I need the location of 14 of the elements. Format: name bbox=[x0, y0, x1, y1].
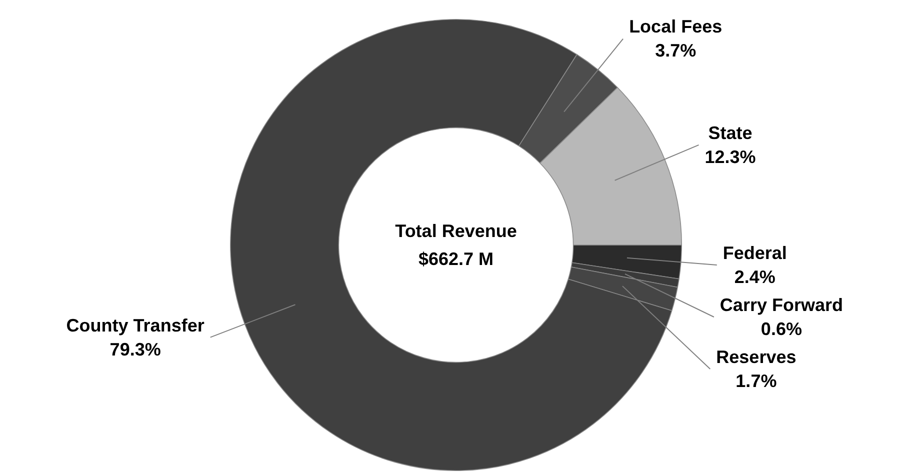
slice-label: Reserves bbox=[716, 346, 796, 367]
data-label: 2.4% bbox=[734, 266, 776, 287]
slice-label: County Transfer bbox=[66, 315, 204, 336]
data-label: 3.7% bbox=[655, 40, 696, 61]
data-label: 12.3% bbox=[704, 146, 756, 167]
data-label: 1.7% bbox=[736, 370, 777, 391]
slice-label: Carry Forward bbox=[720, 294, 843, 315]
data-label: 79.3% bbox=[110, 339, 161, 360]
slice-label: Local Fees bbox=[629, 16, 722, 37]
data-label: 0.6% bbox=[760, 318, 802, 339]
text: $662.7 M bbox=[418, 248, 494, 269]
text: Total Revenue bbox=[395, 220, 517, 241]
slice-label: Federal bbox=[722, 242, 787, 263]
slice-label: State bbox=[708, 122, 752, 143]
